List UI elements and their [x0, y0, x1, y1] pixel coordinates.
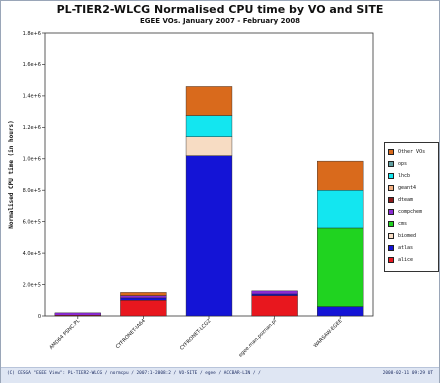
bar-segment	[317, 160, 364, 191]
footer-timestamp: 2008-02-11 09:29 UT	[382, 371, 433, 376]
y-tick-label: 0	[38, 314, 41, 320]
chart-title: PL-TIER2-WLCG Normalised CPU time by VO …	[56, 3, 384, 16]
legend-label: ops	[398, 161, 408, 167]
x-tick-label: WARSAW-EGEE	[313, 318, 344, 349]
x-tick-label: CYFRONET-IA64	[115, 318, 147, 350]
y-tick-label: 1.8e+6	[23, 31, 41, 37]
bar-segment	[317, 227, 364, 307]
legend-label: biomed	[398, 233, 417, 239]
x-tick-label: egee.man.poznan.pl	[238, 318, 278, 358]
legend-swatch	[388, 173, 394, 179]
bar-segment	[120, 300, 167, 317]
bar-segment	[54, 312, 101, 316]
y-axis-label: Normalised CPU time (in hours)	[8, 120, 15, 228]
legend-swatch	[388, 245, 394, 251]
y-tick-label: 1.0e+6	[23, 157, 41, 163]
legend-label: atlas	[398, 245, 414, 251]
chart-subtitle: EGEE VOs. January 2007 - February 2008	[139, 17, 301, 25]
legend-swatch	[388, 149, 394, 155]
legend-swatch	[388, 221, 394, 227]
x-tick-label: AMD64 PSNC.PL	[48, 318, 81, 351]
plot-area: 0 2.0e+5 4.0e+5 6.0e+5 8.0e+5 1.0e+6 1.2e+6 1.4…	[8, 31, 374, 359]
bar-segment	[120, 292, 167, 296]
legend: Other VOs ops lhcb geant4 dteam compchem cms bi…	[384, 142, 439, 272]
legend-label: Other VOs	[398, 149, 426, 155]
legend-swatch	[388, 197, 394, 203]
bar-segment	[251, 295, 298, 317]
y-tick-label: 4.0e+5	[23, 251, 41, 257]
bar-segment	[251, 293, 298, 296]
bar-segment	[317, 306, 364, 317]
bar-segment	[185, 155, 233, 317]
legend-swatch	[388, 233, 394, 239]
bar-segment	[185, 136, 233, 156]
footer-credit: (C) CESGA "EGEE View": PL-TIER2-WLCG / n…	[7, 371, 261, 376]
legend-label: lhcb	[398, 173, 411, 179]
legend-label: geant4	[398, 185, 417, 191]
bar-segment	[251, 290, 298, 295]
bar-segment	[120, 297, 167, 301]
legend-label: cms	[398, 221, 408, 227]
y-tick-label: 1.2e+6	[23, 125, 41, 131]
legend-label: alice	[398, 257, 414, 263]
legend-swatch	[388, 257, 394, 263]
y-tick-label: 2.0e+5	[23, 282, 41, 288]
y-tick-label: 8.0e+5	[23, 188, 41, 194]
footer-bar: (C) CESGA "EGEE View": PL-TIER2-WLCG / n…	[1, 367, 439, 383]
legend-label: dteam	[398, 197, 414, 203]
legend-swatch	[388, 185, 394, 191]
legend-swatch	[388, 209, 394, 215]
x-tick-label: CYFRONET-LCG2	[179, 318, 212, 351]
legend-label: compchem	[398, 209, 423, 215]
y-tick-label: 6.0e+5	[23, 219, 41, 225]
bar-segment	[317, 190, 364, 229]
legend-swatch	[388, 161, 394, 167]
bar-segment	[120, 295, 167, 299]
bar-segment	[185, 86, 233, 116]
y-tick-label: 1.4e+6	[23, 94, 41, 100]
bar-segment	[185, 115, 233, 137]
y-tick-label: 1.6e+6	[23, 62, 41, 68]
